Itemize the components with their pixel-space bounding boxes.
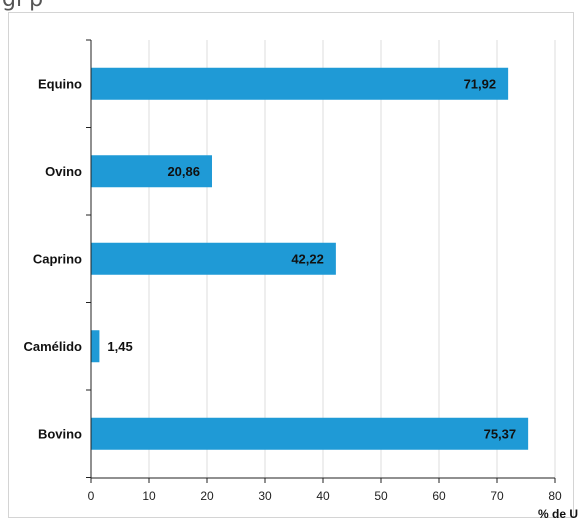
category-label-caprino: Caprino [33,251,82,266]
category-label-camelido: Camélido [23,339,82,354]
bar-ovino [91,155,212,188]
category-label-ovino: Ovino [45,164,82,179]
cropped-header-text: gi p [2,0,43,12]
x-tick-label-80: 80 [548,489,562,503]
x-tick-label-30: 30 [258,489,272,503]
x-tick-label-0: 0 [88,489,95,503]
value-label-bovino: 75,37 [484,426,517,441]
x-tick-label-70: 70 [490,489,504,503]
category-label-bovino: Bovino [38,426,82,441]
value-label-caprino: 42,22 [291,251,324,266]
x-tick-label-20: 20 [200,489,214,503]
value-labels: 71,92 20,86 42,22 1,45 75,37 [107,76,516,441]
x-tick-labels: 0 10 20 30 40 50 60 70 80 [88,478,562,503]
x-tick-label-50: 50 [374,489,388,503]
bar-bovino [91,417,529,450]
bar-camelido [91,330,100,363]
bars [91,67,529,450]
bar-caprino [91,242,336,275]
category-label-equino: Equino [38,76,82,91]
x-tick-label-60: 60 [432,489,446,503]
x-tick-label-10: 10 [142,489,156,503]
chart-frame [8,12,574,518]
value-label-equino: 71,92 [464,76,497,91]
value-label-ovino: 20,86 [167,164,200,179]
category-labels: Equino Ovino Caprino Camélido Bovino [23,76,82,441]
x-tick-label-40: 40 [316,489,330,503]
x-axis-title: % de U [538,507,578,521]
value-label-camelido: 1,45 [107,339,132,354]
bar-equino [91,67,509,100]
